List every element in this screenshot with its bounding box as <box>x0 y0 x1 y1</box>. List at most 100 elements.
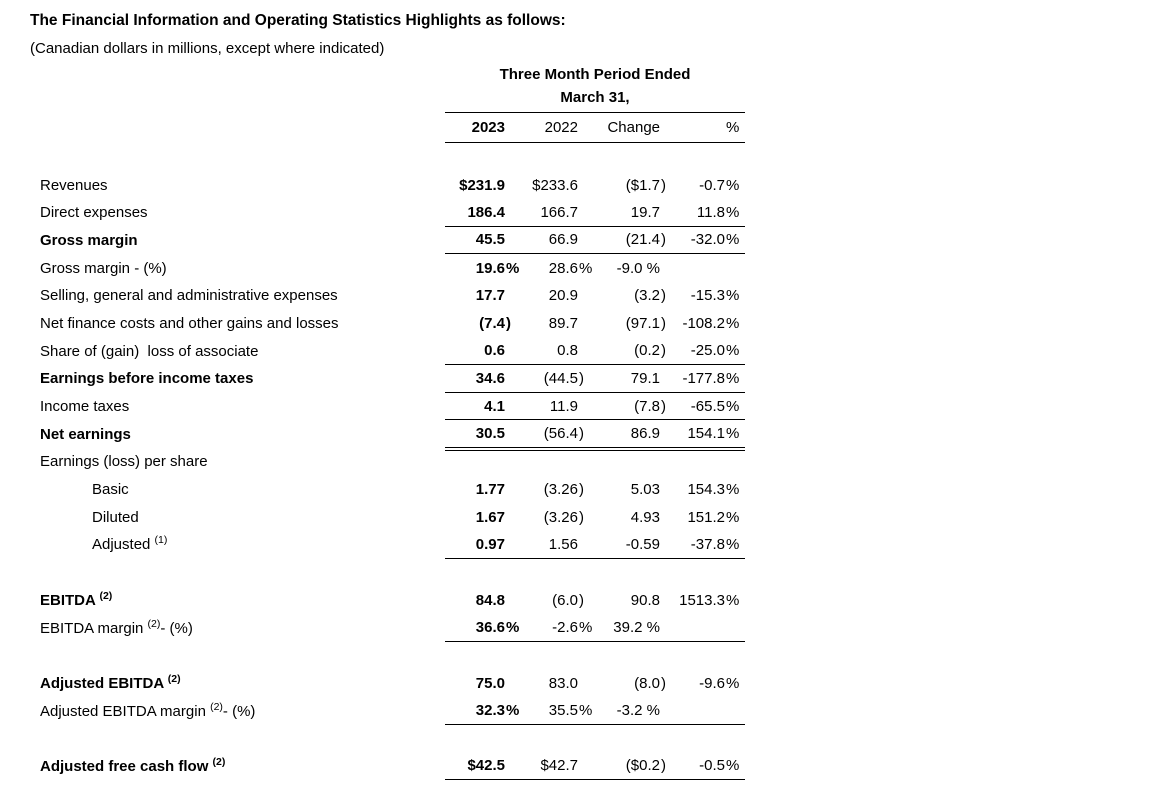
row-values: 19.6% 28.6% -9.0 % <box>445 254 745 282</box>
table-row: Revenues $231.9 $233.6 ($1.7) -0.7% <box>40 171 745 199</box>
cell-change: -9.0 % <box>616 259 660 277</box>
row-values: 75.0 83.0 (8.0) -9.6% <box>445 670 745 698</box>
table-row: Earnings (loss) per share <box>40 448 745 476</box>
cell-change: 39.2 % <box>613 619 660 637</box>
row-values: 17.7 20.9 (3.2) -15.3% <box>445 282 745 310</box>
cell-2023: 32.3% <box>475 702 520 720</box>
footnote-marker: (2) <box>167 672 181 685</box>
row-label: Adjusted free cash flow (2) <box>40 755 226 775</box>
cell-percent: -32.0% <box>690 231 740 249</box>
cell-2022: 83.0 <box>548 674 578 692</box>
table-row: Gross margin - (%) 19.6% 28.6% -9.0 % <box>40 254 745 282</box>
row-label: Direct expenses <box>40 204 148 222</box>
cell-2023: 36.6% <box>475 619 520 637</box>
row-values: $231.9 $233.6 ($1.7) -0.7% <box>445 171 745 199</box>
table-lead-gap <box>40 144 745 172</box>
table-row: Basic 1.77 (3.26) 5.03 154.3% <box>40 476 745 504</box>
table-row: Net finance costs and other gains and lo… <box>40 310 745 338</box>
footnote-marker: (2) <box>210 700 223 713</box>
cell-2023: 0.97 <box>475 535 505 553</box>
cell-2023: $42.5 <box>467 757 505 775</box>
table-row: EBITDA (2) 84.8 (6.0) 90.8 1513.3% <box>40 587 745 615</box>
cell-2023: 45.5 <box>475 231 505 249</box>
table-row: Gross margin 45.5 66.9 (21.4) -32.0% <box>40 227 745 255</box>
footnote-marker: (2) <box>99 589 113 602</box>
row-values: 30.5 (56.4) 86.9 154.1% <box>445 420 745 451</box>
cell-change: -3.2 % <box>616 702 660 720</box>
cell-2023: $231.9 <box>459 176 505 194</box>
cell-2022: 0.8 <box>557 342 578 360</box>
row-values: 1.77 (3.26) 5.03 154.3% <box>445 476 745 504</box>
row-label: Share of (gain) loss of associate <box>40 342 259 360</box>
table-row: Adjusted (1) 0.97 1.56 -0.59 -37.8% <box>40 531 745 559</box>
cell-percent: -0.5% <box>699 757 740 775</box>
table-row: Diluted 1.67 (3.26) 4.93 151.2% <box>40 503 745 531</box>
row-label: Income taxes <box>40 398 130 416</box>
row-values: 84.8 (6.0) 90.8 1513.3% <box>445 587 745 615</box>
col-header-percent: % <box>726 119 740 136</box>
row-label: Gross margin <box>40 231 138 249</box>
column-header-row: 2023 2022 Change % <box>445 113 745 143</box>
table-row: Direct expenses 186.4 166.7 19.7 11.8% <box>40 199 745 227</box>
cell-2023: 17.7 <box>475 287 505 305</box>
row-label: Basic <box>92 481 129 499</box>
cell-percent: 154.1% <box>687 425 740 443</box>
row-values: $42.5 $42.7 ($0.2) -0.5% <box>445 753 745 781</box>
table-row: EBITDA margin (2) - (%) 36.6% -2.6% 39.2 % <box>40 614 745 642</box>
cell-change: 5.03 <box>630 481 660 499</box>
cell-2023: (7.4) <box>479 314 511 332</box>
col-header-2023: 2023 <box>471 119 505 136</box>
cell-percent: -65.5% <box>690 397 740 415</box>
row-label: EBITDA margin (2) - (%) <box>40 617 193 637</box>
row-values: 36.6% -2.6% 39.2 % <box>445 614 745 642</box>
row-values: 186.4 166.7 19.7 11.8% <box>445 199 745 227</box>
table-spacer <box>40 559 745 587</box>
cell-2022: $42.7 <box>540 757 578 775</box>
cell-2023: 1.77 <box>475 481 505 499</box>
cell-2023: 0.6 <box>484 342 505 360</box>
row-values: 45.5 66.9 (21.4) -32.0% <box>445 227 745 255</box>
cell-percent: -9.6% <box>699 674 740 692</box>
cell-2022: 35.5% <box>548 702 593 720</box>
cell-percent: 151.2% <box>687 508 740 526</box>
cell-2022: 11.9 <box>549 397 578 415</box>
cell-2022: $233.6 <box>532 176 578 194</box>
row-label: Gross margin - (%) <box>40 259 167 277</box>
cell-percent: -177.8% <box>682 369 740 387</box>
cell-percent: -15.3% <box>690 287 740 305</box>
footnote-marker: (2) <box>212 755 226 768</box>
cell-2022: 89.7 <box>548 314 578 332</box>
table-body: Revenues $231.9 $233.6 ($1.7) -0.7% Direct ex… <box>40 144 745 781</box>
cell-percent: -0.7% <box>699 176 740 194</box>
row-values <box>445 448 745 476</box>
cell-change: ($1.7) <box>625 176 666 194</box>
cell-2023: 4.1 <box>484 397 505 415</box>
row-label: Earnings (loss) per share <box>40 453 208 471</box>
table-row: Adjusted EBITDA margin (2) - (%) 32.3% 35.5… <box>40 697 745 725</box>
cell-percent: -108.2% <box>682 314 740 332</box>
cell-change: (3.2) <box>634 287 666 305</box>
cell-2023: 19.6% <box>475 259 520 277</box>
table-row: Earnings before income taxes 34.6 (44.5) 79… <box>40 365 745 393</box>
cell-2023: 1.67 <box>475 508 505 526</box>
cell-change: (7.8) <box>634 397 666 415</box>
row-label: EBITDA (2) <box>40 589 113 609</box>
table-row: Income taxes 4.1 11.9 (7.8) -65.5% <box>40 393 745 421</box>
cell-2023: 30.5 <box>475 425 505 443</box>
cell-change: 79.1 <box>630 369 660 387</box>
page-title: The Financial Information and Operating … <box>30 12 566 29</box>
cell-percent: -25.0% <box>690 342 740 360</box>
row-label: Earnings before income taxes <box>40 370 254 388</box>
cell-change: 90.8 <box>630 591 660 609</box>
col-header-2022: 2022 <box>544 119 578 136</box>
cell-percent: 11.8% <box>696 203 740 221</box>
row-label: Net earnings <box>40 425 131 443</box>
table-spacer <box>40 725 745 753</box>
cell-change: ($0.2) <box>625 757 666 775</box>
row-label: Net finance costs and other gains and lo… <box>40 314 339 332</box>
table-row: Adjusted EBITDA (2) 75.0 83.0 (8.0) -9.6% <box>40 670 745 698</box>
row-label: Adjusted EBITDA (2) <box>40 672 181 692</box>
table-spacer <box>40 642 745 670</box>
row-values: 0.6 0.8 (0.2) -25.0% <box>445 337 745 365</box>
